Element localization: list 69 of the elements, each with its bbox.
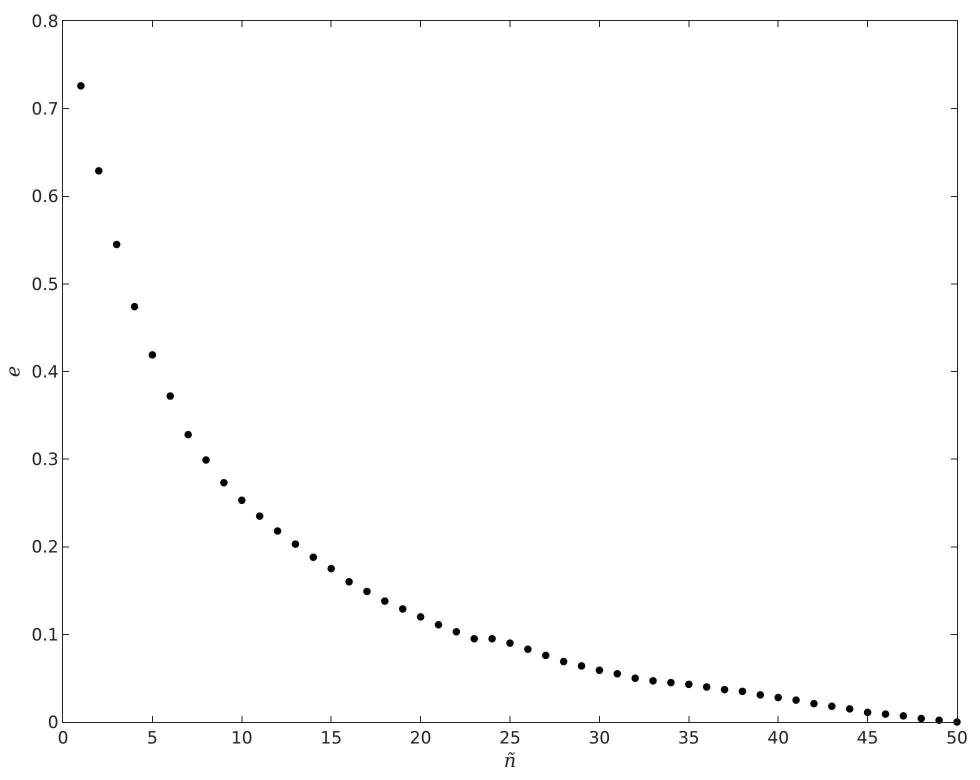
point bbox=[327, 564, 335, 572]
point bbox=[702, 683, 710, 691]
point bbox=[238, 496, 246, 504]
point bbox=[112, 240, 120, 248]
y-tick-label: 0.6 bbox=[32, 187, 59, 208]
point bbox=[506, 639, 514, 647]
point bbox=[596, 666, 604, 674]
point bbox=[649, 677, 657, 685]
y-axis-title: e bbox=[2, 366, 24, 378]
point bbox=[774, 694, 782, 702]
point bbox=[810, 700, 818, 708]
y-tick-label: 0 bbox=[48, 712, 59, 733]
point bbox=[792, 696, 800, 704]
point bbox=[488, 635, 496, 643]
point bbox=[578, 662, 586, 670]
x-tick-label: 5 bbox=[146, 728, 158, 748]
point bbox=[416, 613, 424, 621]
point bbox=[184, 430, 192, 438]
point bbox=[220, 479, 228, 487]
point bbox=[631, 674, 639, 682]
point bbox=[882, 710, 890, 718]
y-tick-label: 0.3 bbox=[32, 450, 59, 470]
point bbox=[95, 167, 103, 175]
point bbox=[614, 670, 622, 678]
point bbox=[685, 680, 693, 688]
point bbox=[434, 620, 442, 628]
point bbox=[864, 708, 872, 716]
x-tick-label: 45 bbox=[856, 728, 878, 748]
point bbox=[310, 554, 318, 562]
point bbox=[917, 714, 925, 722]
point bbox=[452, 628, 460, 636]
x-tick-label: 30 bbox=[588, 728, 610, 748]
y-tick-label: 0.2 bbox=[32, 538, 59, 558]
point bbox=[202, 456, 210, 464]
point bbox=[256, 512, 264, 520]
x-tick-label: 35 bbox=[678, 728, 700, 748]
point bbox=[166, 392, 174, 400]
point bbox=[345, 578, 353, 586]
x-axis-title: ñ bbox=[504, 750, 516, 772]
point bbox=[667, 678, 675, 686]
point bbox=[828, 702, 836, 710]
y-tick-label: 0.1 bbox=[32, 625, 59, 646]
x-tick-label: 20 bbox=[410, 728, 432, 748]
point bbox=[130, 302, 138, 310]
point bbox=[846, 705, 854, 713]
x-tick-label: 15 bbox=[320, 728, 342, 748]
point bbox=[542, 652, 550, 660]
point bbox=[524, 646, 532, 654]
y-tick-label: 0.4 bbox=[32, 362, 59, 382]
point bbox=[738, 688, 746, 696]
point bbox=[470, 635, 478, 643]
y-tick-label: 0.5 bbox=[32, 274, 59, 295]
point bbox=[77, 82, 85, 90]
point bbox=[720, 686, 728, 694]
point bbox=[560, 658, 568, 666]
x-tick-label: 40 bbox=[767, 728, 790, 748]
point bbox=[900, 712, 908, 720]
x-tick-label: 50 bbox=[946, 728, 968, 748]
point bbox=[292, 540, 300, 548]
point bbox=[274, 527, 282, 535]
x-tick-label: 10 bbox=[230, 728, 253, 748]
y-tick-label: 0.8 bbox=[32, 12, 59, 32]
x-tick-label: 25 bbox=[499, 728, 521, 748]
point bbox=[756, 691, 764, 699]
point bbox=[363, 588, 371, 596]
point bbox=[148, 351, 156, 359]
point bbox=[381, 597, 389, 605]
y-tick-label: 0.7 bbox=[32, 100, 59, 120]
point bbox=[398, 605, 406, 613]
